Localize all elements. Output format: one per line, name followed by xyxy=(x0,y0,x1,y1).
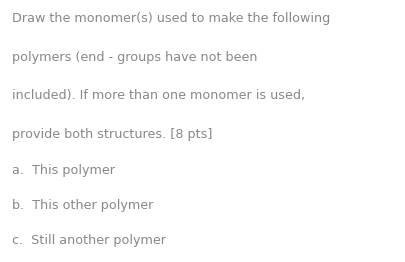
Text: c.  Still another polymer: c. Still another polymer xyxy=(12,234,166,247)
Text: polymers (end - groups have not been: polymers (end - groups have not been xyxy=(12,51,258,64)
Text: a.  This polymer: a. This polymer xyxy=(12,164,115,177)
Text: b.  This other polymer: b. This other polymer xyxy=(12,199,153,212)
Text: included). If more than one monomer is used,: included). If more than one monomer is u… xyxy=(12,89,305,102)
Text: provide both structures. [8 pts]: provide both structures. [8 pts] xyxy=(12,128,213,141)
Text: Draw the monomer(s) used to make the following: Draw the monomer(s) used to make the fol… xyxy=(12,12,330,25)
